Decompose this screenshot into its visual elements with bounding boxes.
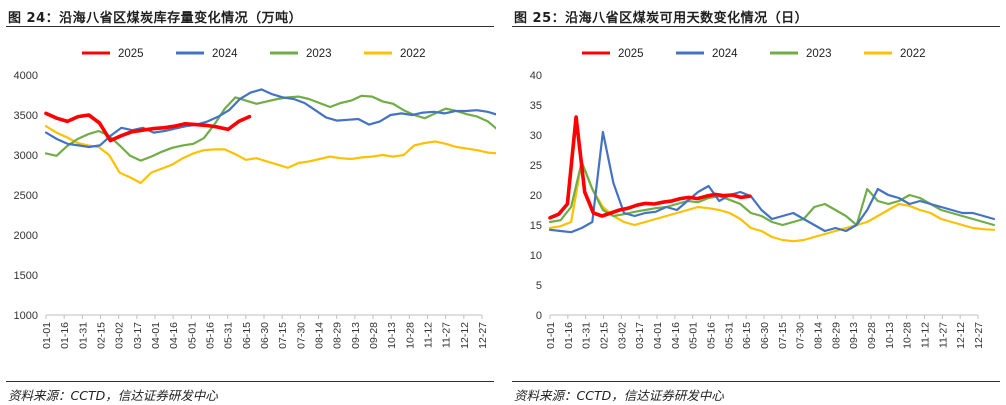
source-note: 资料来源：CCTD，信达证券研发中心 xyxy=(514,388,724,403)
x-tick-label: 12-27 xyxy=(477,322,489,349)
title-divider xyxy=(6,26,494,27)
x-tick-label: 12-12 xyxy=(955,322,967,349)
legend-label-2023: 2023 xyxy=(306,48,332,60)
x-tick-label: 02-15 xyxy=(96,322,108,349)
series-line-2023 xyxy=(548,160,996,227)
x-tick-label: 07-15 xyxy=(777,322,789,349)
x-tick-label: 03-02 xyxy=(616,322,628,349)
x-tick-label: 06-15 xyxy=(741,322,753,349)
y-tick-label: 4000 xyxy=(14,70,38,82)
legend-label-2024: 2024 xyxy=(212,48,238,60)
legend-label-2023: 2023 xyxy=(806,48,832,60)
x-tick-label: 01-16 xyxy=(59,322,71,349)
y-tick-label: 10 xyxy=(530,250,542,262)
x-tick-label: 05-31 xyxy=(723,322,735,349)
x-tick-label: 06-30 xyxy=(759,322,771,349)
chart-title-bar: 图 25：沿海八省区煤炭可用天数变化情况（日） xyxy=(512,6,1000,26)
y-tick-label: 30 xyxy=(530,130,542,142)
x-tick-label: 09-28 xyxy=(866,322,878,349)
x-tick-label: 04-16 xyxy=(168,322,180,349)
x-tick-label: 08-14 xyxy=(314,322,326,349)
legend: 2025 2024 2023 2022 xyxy=(582,48,926,60)
x-tick-label: 10-28 xyxy=(404,322,416,349)
x-tick-label: 10-13 xyxy=(884,322,896,349)
x-tick-label: 08-29 xyxy=(332,322,344,349)
chart-panel-days: 图 25：沿海八省区煤炭可用天数变化情况（日） 0 5 10 15 20 25 30 35 40… xyxy=(512,0,1002,405)
x-tick-label: 04-01 xyxy=(150,322,162,349)
y-tick-label: 40 xyxy=(530,70,542,82)
x-tick-label: 08-29 xyxy=(830,322,842,349)
y-tick-label: 3500 xyxy=(14,110,38,122)
x-tick-label: 09-13 xyxy=(848,322,860,349)
x-tick-label: 11-12 xyxy=(920,322,932,348)
x-tick-label: 06-15 xyxy=(241,322,253,349)
x-tick-label: 07-30 xyxy=(295,322,307,349)
x-tick-label: 04-01 xyxy=(652,322,664,349)
x-tick-label: 05-16 xyxy=(205,322,217,349)
chart-panel-inventory: 图 24：沿海八省区煤炭库存量变化情况（万吨） 1000 1500 2000 2500… xyxy=(6,0,496,405)
y-tick-label: 0 xyxy=(536,310,542,322)
x-tick-label: 11-12 xyxy=(423,322,435,348)
series-line-2025 xyxy=(44,111,252,143)
x-tick-label: 12-12 xyxy=(459,322,471,349)
x-tick-label: 09-13 xyxy=(350,322,362,349)
chart-title: 图 24：沿海八省区煤炭库存量变化情况（万吨） xyxy=(8,11,303,26)
chart-title: 图 25：沿海八省区煤炭可用天数变化情况（日） xyxy=(514,11,809,26)
y-tick-label: 1500 xyxy=(14,270,38,282)
x-tick-label: 11-27 xyxy=(937,322,949,348)
x-tick-label: 01-01 xyxy=(41,322,53,349)
x-tick-label: 12-27 xyxy=(973,322,985,349)
series-line-2022 xyxy=(44,125,496,185)
legend-label-2025: 2025 xyxy=(618,48,644,60)
x-tick-label: 04-16 xyxy=(670,322,682,349)
x-tick-label: 11-27 xyxy=(441,322,453,348)
x-tick-label: 01-16 xyxy=(563,322,575,349)
title-divider xyxy=(512,26,1000,27)
inventory-line-chart: 1000 1500 2000 2500 3000 3500 4000 01-01 01-16 01… xyxy=(14,48,496,349)
series-line-2024 xyxy=(548,130,996,234)
legend-label-2025: 2025 xyxy=(118,48,144,60)
series-line-2022 xyxy=(548,160,996,243)
y-tick-label: 35 xyxy=(530,100,542,112)
x-tick-label: 01-01 xyxy=(545,322,557,349)
chart-title-bar: 图 24：沿海八省区煤炭库存量变化情况（万吨） xyxy=(6,6,494,26)
x-tick-label: 03-02 xyxy=(114,322,126,349)
x-tick-label: 03-17 xyxy=(132,322,144,349)
x-tick-label: 05-31 xyxy=(223,322,235,349)
x-tick-label: 05-01 xyxy=(186,322,198,349)
x-tick-label: 01-31 xyxy=(77,322,89,349)
y-tick-label: 15 xyxy=(530,220,542,232)
series-line-2023 xyxy=(44,94,496,162)
legend: 2025 2024 2023 2022 xyxy=(82,48,426,60)
x-tick-label: 05-01 xyxy=(688,322,700,349)
series-line-2025 xyxy=(548,115,752,220)
y-tick-label: 2000 xyxy=(14,230,38,242)
x-tick-label: 01-31 xyxy=(581,322,593,349)
x-tick-label: 07-30 xyxy=(795,322,807,349)
x-tick-label: 02-15 xyxy=(599,322,611,349)
x-tick-label: 10-28 xyxy=(902,322,914,349)
series-line-2024 xyxy=(44,88,496,149)
legend-label-2022: 2022 xyxy=(400,48,426,60)
x-tick-label: 05-16 xyxy=(706,322,718,349)
y-tick-label: 1000 xyxy=(14,310,38,322)
y-tick-label: 3000 xyxy=(14,150,38,162)
x-tick-label: 07-15 xyxy=(277,322,289,349)
y-tick-label: 20 xyxy=(530,190,542,202)
source-note: 资料来源：CCTD，信达证券研发中心 xyxy=(8,388,218,403)
x-tick-label: 09-28 xyxy=(368,322,380,349)
x-tick-label: 08-14 xyxy=(813,322,825,349)
source-divider xyxy=(6,381,494,382)
x-tick-label: 03-17 xyxy=(634,322,646,349)
y-tick-label: 2500 xyxy=(14,190,38,202)
y-tick-label: 25 xyxy=(530,160,542,172)
source-divider xyxy=(512,381,1000,382)
x-tick-label: 06-30 xyxy=(259,322,271,349)
x-tick-label: 10-13 xyxy=(386,322,398,349)
legend-label-2022: 2022 xyxy=(900,48,926,60)
y-tick-label: 5 xyxy=(536,280,542,292)
legend-label-2024: 2024 xyxy=(712,48,738,60)
